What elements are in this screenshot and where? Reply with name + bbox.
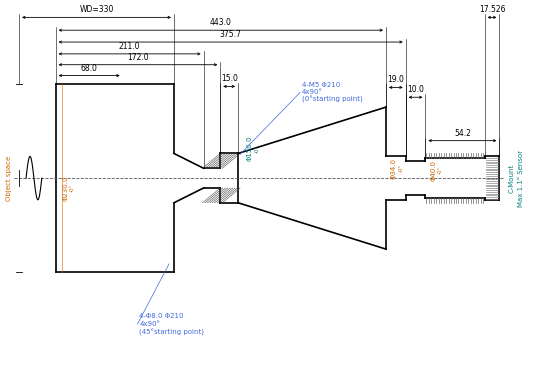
Text: (0°starting point): (0°starting point) <box>302 95 363 103</box>
Text: 4x90°: 4x90° <box>139 321 160 327</box>
Text: 4x90°: 4x90° <box>302 89 323 95</box>
Text: 17.526: 17.526 <box>479 6 505 15</box>
Text: C-Mount: C-Mount <box>508 163 514 193</box>
Text: Φ34.0: Φ34.0 <box>391 158 397 179</box>
Text: Φ40.0: Φ40.0 <box>430 160 436 181</box>
Text: 54.2: 54.2 <box>454 129 471 138</box>
Text: 68.0: 68.0 <box>80 64 98 73</box>
Text: -0°: -0° <box>398 164 403 172</box>
Text: 4-Φ8.0 Φ210: 4-Φ8.0 Φ210 <box>139 313 184 319</box>
Text: 19.0: 19.0 <box>387 75 404 84</box>
Text: Φ230.0: Φ230.0 <box>63 175 68 201</box>
Text: (45°starting point): (45°starting point) <box>139 328 204 336</box>
Text: -0°: -0° <box>438 166 443 174</box>
Text: 211.0: 211.0 <box>119 42 140 51</box>
Text: 10.0: 10.0 <box>407 85 424 94</box>
Text: 15.0: 15.0 <box>221 75 238 84</box>
Text: 375.7: 375.7 <box>220 30 241 39</box>
Text: -0°: -0° <box>70 184 75 192</box>
Text: 4-M5 Φ210: 4-M5 Φ210 <box>302 82 340 88</box>
Text: -0°: -0° <box>254 144 259 153</box>
Text: Φ150.0: Φ150.0 <box>247 136 253 161</box>
Text: WD=330: WD=330 <box>79 6 114 15</box>
Text: Max 1.1" Sensor: Max 1.1" Sensor <box>518 150 524 207</box>
Text: Object space: Object space <box>6 156 12 201</box>
Text: 172.0: 172.0 <box>127 53 149 62</box>
Text: 443.0: 443.0 <box>210 18 232 27</box>
